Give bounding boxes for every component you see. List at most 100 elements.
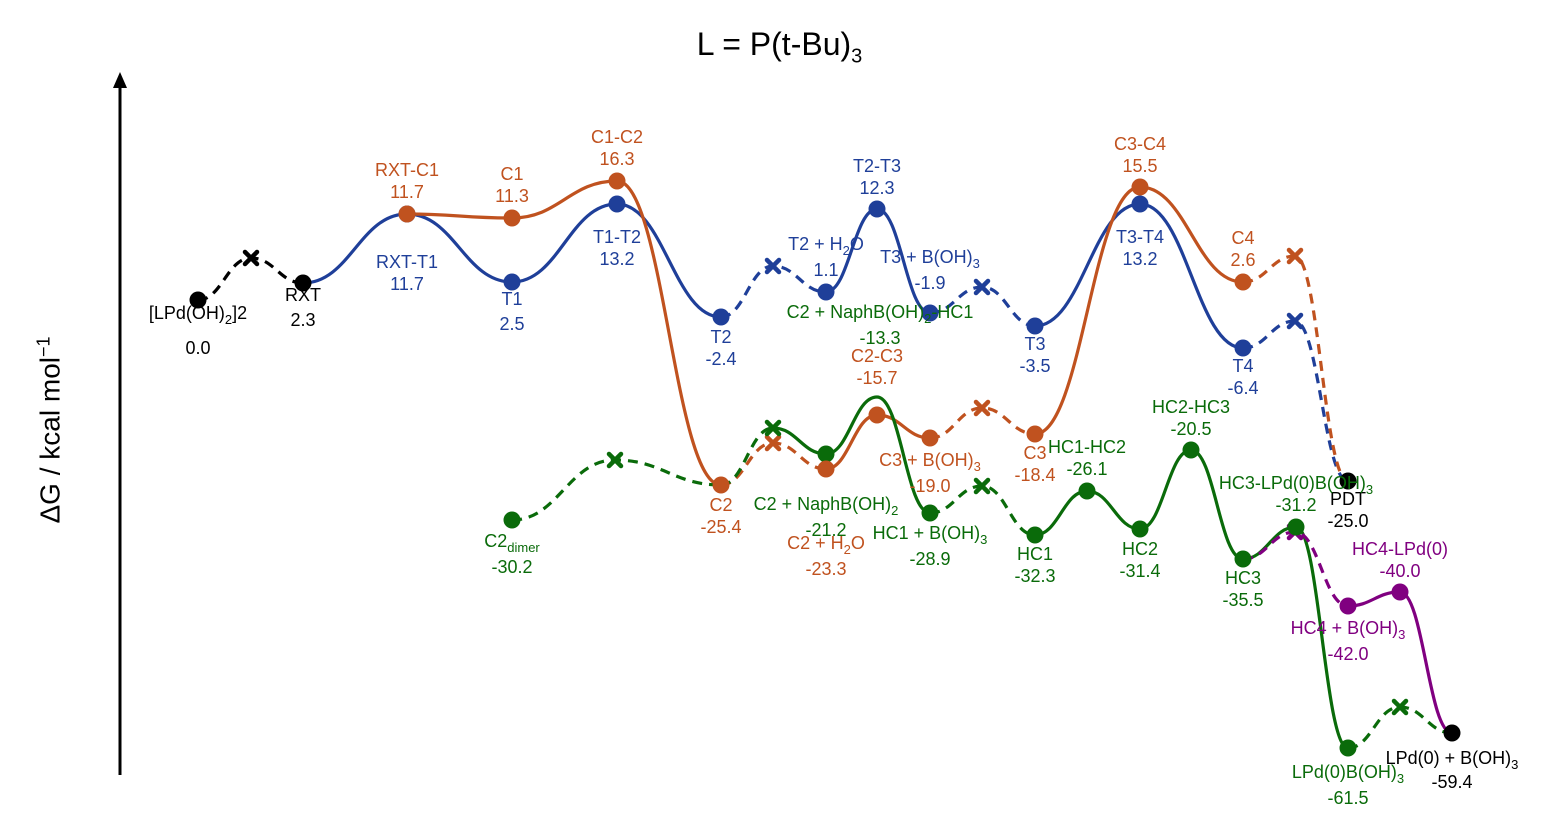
label-hc2: HC2 [1122, 539, 1158, 559]
label-c4: C4 [1231, 228, 1254, 248]
node-marker-t1-t2 [608, 195, 626, 213]
value-rxt-c1: 11.7 [390, 182, 424, 202]
label-lpd0boh: LPd(0)B(OH)3​ [1292, 762, 1404, 786]
value-lpd0boh: -61.5 [1327, 788, 1368, 808]
node-marker-lpd0plus [1443, 724, 1461, 742]
label-t2-t3: T2-T3 [853, 156, 901, 176]
label-c2n: C2 + NaphB(OH)2​ [754, 494, 899, 518]
green-dash-1-path [511, 458, 722, 522]
label-pdt: PDT [1330, 489, 1366, 509]
value-t3-t4: 13.2 [1122, 249, 1157, 269]
green-main-1-path [772, 395, 931, 515]
label-c2n-hc1: C2 + NaphB(OH)2​-HC1 [787, 302, 974, 326]
orange-dash-3-path [1242, 254, 1349, 483]
label-c3-c4: C3-C4 [1114, 134, 1166, 154]
x-marker [973, 477, 991, 495]
node-marker-c1 [503, 209, 521, 227]
node-marker-t2 [712, 308, 730, 326]
value-c2: -25.4 [700, 517, 741, 537]
label-rxt-c1: RXT-C1 [375, 160, 439, 180]
label-t3: T3 [1024, 334, 1045, 354]
node-marker-rxt-c1 [398, 205, 416, 223]
value-c3boh: -19.0 [909, 476, 950, 496]
value-c1-c2: 16.3 [599, 149, 634, 169]
x-marker [606, 451, 624, 469]
label-lpd0plus: LPd(0) + B(OH)3​ [1386, 748, 1519, 772]
x-marker [764, 434, 782, 452]
node-marker-c4 [1234, 273, 1252, 291]
orange-end-path [1034, 185, 1244, 436]
label-c3boh: C3 + B(OH)3​ [879, 450, 981, 474]
node-marker-t2-t3 [868, 200, 886, 218]
label-t3boh: T3 + B(OH)3​ [880, 247, 980, 271]
label-hc4-lpd: HC4-LPd(0) [1352, 539, 1448, 559]
value-t4: -6.4 [1227, 378, 1258, 398]
value-hc2-hc3: -20.5 [1170, 419, 1211, 439]
value-c1: 11.3 [495, 186, 529, 206]
node-marker-hc2-hc3 [1182, 441, 1200, 459]
label-t2: T2 [710, 327, 731, 347]
value-lpd: 0.0 [185, 338, 210, 358]
node-marker-c1-c2 [608, 172, 626, 190]
value-hc3-lpd: -31.2 [1275, 495, 1316, 515]
x-marker [973, 399, 991, 417]
node-marker-lpd [189, 291, 207, 309]
value-t3: -3.5 [1019, 356, 1050, 376]
value-rxt-t1: 11.7 [390, 274, 424, 294]
value-pdt: -25.0 [1327, 511, 1368, 531]
node-marker-c3 [1026, 425, 1044, 443]
label-hc2-hc3: HC2-HC3 [1152, 397, 1230, 417]
value-hc3: -35.5 [1222, 590, 1263, 610]
value-c2n-hc1: -13.3 [859, 328, 900, 348]
node-marker-hc3-lpd [1287, 518, 1305, 536]
value-hc1-hc2: -26.1 [1066, 459, 1107, 479]
value-t1-t2: 13.2 [599, 249, 634, 269]
node-marker-t4 [1234, 339, 1252, 357]
x-marker [764, 419, 782, 437]
label-hc4boh: HC4 + B(OH)3​ [1291, 618, 1406, 642]
label-c2-c3: C2-C3 [851, 346, 903, 366]
purple-main-path [1347, 590, 1453, 735]
label-c1: C1 [500, 164, 523, 184]
value-t2-t3: 12.3 [859, 178, 894, 198]
value-t2h2o: 1.1 [813, 260, 838, 280]
value-hc4-lpd: -40.0 [1379, 561, 1420, 581]
node-marker-c3-c4 [1131, 178, 1149, 196]
label-rxt: RXT [285, 285, 321, 305]
value-c2dimer: -30.2 [491, 557, 532, 577]
node-marker-hc3 [1234, 550, 1252, 568]
value-c4: 2.6 [1230, 250, 1255, 270]
label-t2h2o: T2 + H2​O [788, 234, 864, 258]
x-marker [1286, 312, 1304, 330]
value-c2-c3: -15.7 [856, 368, 897, 388]
value-hc2: -31.4 [1119, 561, 1160, 581]
node-marker-hc4boh [1339, 597, 1357, 615]
value-hc1boh: -28.9 [909, 549, 950, 569]
node-marker-pdt [1339, 472, 1357, 490]
node-marker-t3boh [921, 304, 939, 322]
x-marker [764, 257, 782, 275]
x-marker [1391, 698, 1409, 716]
label-lpd: [LPd(OH)2​]2 [149, 303, 247, 327]
label-hc3-lpd: HC3-LPd(0)B(OH)3​ [1219, 473, 1373, 497]
value-hc1: -32.3 [1014, 566, 1055, 586]
value-t3boh: -1.9 [914, 273, 945, 293]
value-c2n: -21.2 [805, 520, 846, 540]
label-rxt-t1: RXT-T1 [376, 252, 438, 272]
node-marker-c2 [712, 476, 730, 494]
node-marker-hc1 [1026, 526, 1044, 544]
value-t1: 2.5 [499, 314, 524, 334]
label-c2dimer: C2dimer​ [484, 531, 540, 555]
label-hc1: HC1 [1017, 544, 1053, 564]
label-t1-t2: T1-T2 [593, 227, 641, 247]
blue-end-path [1034, 202, 1244, 350]
node-marker-c3boh [921, 429, 939, 447]
label-c2: C2 [709, 495, 732, 515]
label-t1: T1 [501, 289, 522, 309]
node-marker-c2dimer [503, 511, 521, 529]
node-marker-rxt [294, 274, 312, 292]
orange-dash-2-path [929, 406, 1036, 440]
value-c3-c4: 15.5 [1122, 156, 1157, 176]
label-c1-c2: C1-C2 [591, 127, 643, 147]
node-marker-t3 [1026, 317, 1044, 335]
